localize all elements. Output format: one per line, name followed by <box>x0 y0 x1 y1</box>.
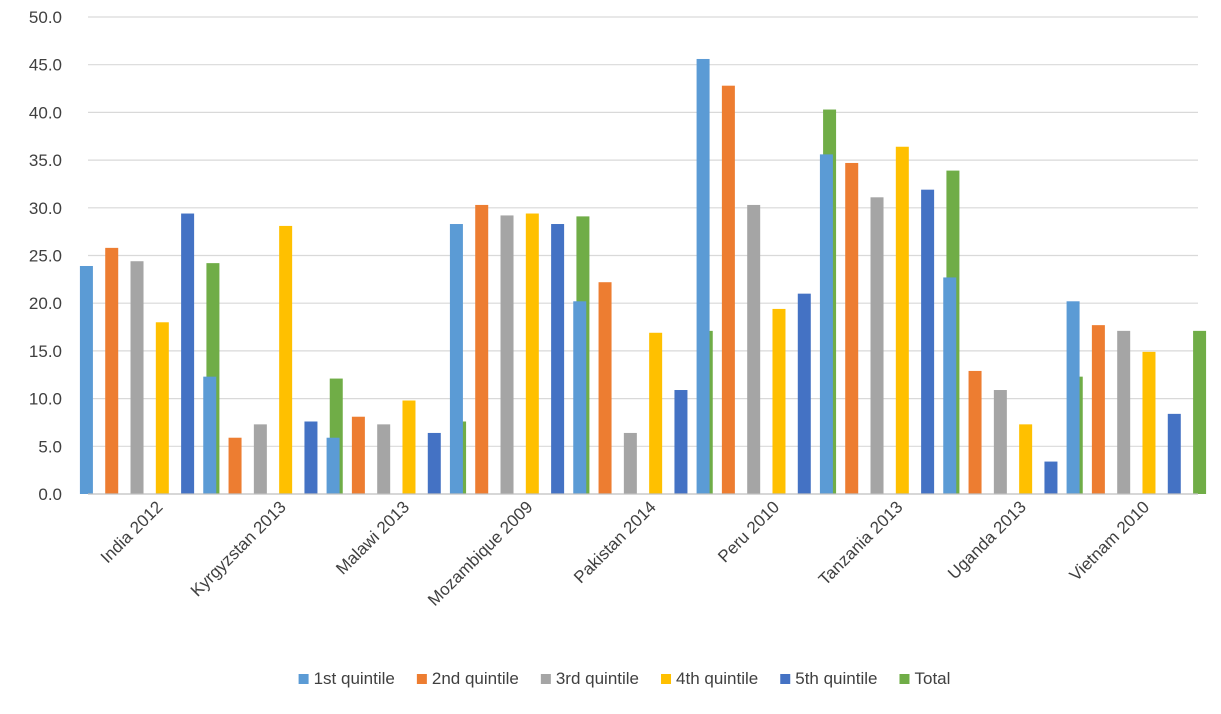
x-category-label: Peru 2010 <box>714 497 783 566</box>
bar <box>1167 413 1181 494</box>
bar <box>1044 461 1058 494</box>
bar <box>1066 301 1080 494</box>
bar <box>427 432 441 494</box>
legend-swatch <box>416 674 427 684</box>
bar <box>968 370 982 494</box>
y-axis-tick-labels: 0.0 5.0 10.0 15.0 20.0 25.0 30.0 35.0 40.0 45.0 50… <box>29 8 62 504</box>
bars <box>79 58 1207 495</box>
bar <box>921 189 935 494</box>
bar <box>105 247 119 494</box>
y-tick-label: 40.0 <box>29 103 62 122</box>
legend-item: 1st quintile <box>298 669 395 688</box>
bar <box>181 213 195 495</box>
bar <box>326 437 340 494</box>
gridlines <box>88 16 1198 447</box>
bar <box>1091 325 1105 494</box>
legend-item: 4th quintile <box>661 669 758 688</box>
y-tick-label: 45.0 <box>29 56 62 75</box>
y-tick-label: 35.0 <box>29 151 62 170</box>
legend-swatch <box>661 674 672 684</box>
bar <box>500 215 514 494</box>
legend-swatch <box>298 674 309 684</box>
bar <box>674 390 688 494</box>
legend-label: 3rd quintile <box>556 669 639 688</box>
y-tick-label: 10.0 <box>29 390 62 409</box>
bar <box>943 277 957 494</box>
legend-item: 2nd quintile <box>416 669 519 688</box>
bar <box>895 146 909 494</box>
bar <box>1142 351 1156 494</box>
bar <box>402 400 416 494</box>
bar <box>721 85 735 495</box>
bar <box>475 204 489 495</box>
y-tick-label: 15.0 <box>29 342 62 361</box>
y-tick-label: 25.0 <box>29 247 62 266</box>
bar <box>623 432 637 494</box>
legend-swatch <box>540 674 551 684</box>
bar <box>155 322 169 494</box>
bar <box>573 301 587 494</box>
bar <box>649 332 663 494</box>
legend-label: 2nd quintile <box>432 669 519 688</box>
bar <box>747 204 761 495</box>
x-category-label: Vietnam 2010 <box>1066 497 1153 584</box>
bar <box>1117 330 1131 494</box>
bar <box>1019 424 1033 494</box>
legend-label: 4th quintile <box>676 669 758 688</box>
bar <box>203 376 217 494</box>
legend-item: 3rd quintile <box>540 669 639 688</box>
bar <box>819 154 833 494</box>
legend-label: 5th quintile <box>795 669 877 688</box>
x-category-label: Uganda 2013 <box>944 497 1030 583</box>
legend-label: 1st quintile <box>314 669 395 688</box>
bar <box>228 437 242 494</box>
legend-swatch <box>899 674 910 684</box>
bar <box>351 416 365 494</box>
y-tick-label: 50.0 <box>29 8 62 27</box>
bar <box>79 265 93 494</box>
bar <box>253 424 267 494</box>
bar <box>551 224 565 494</box>
bar <box>870 197 884 494</box>
x-category-label: Malawi 2013 <box>332 497 413 578</box>
bar <box>1193 330 1207 494</box>
y-tick-label: 5.0 <box>38 437 62 456</box>
y-tick-label: 0.0 <box>38 485 62 504</box>
y-tick-label: 30.0 <box>29 199 62 218</box>
legend: 1st quintile 2nd quintile 3rd quintile 4th … <box>298 669 950 688</box>
bar <box>845 162 859 494</box>
bar <box>279 225 293 494</box>
x-category-label: Kyrgyzstan 2013 <box>187 497 290 600</box>
legend-swatch <box>780 674 791 684</box>
bar <box>130 261 144 494</box>
bar <box>772 308 786 494</box>
bar <box>797 293 811 494</box>
x-category-label: Tanzania 2013 <box>815 497 907 589</box>
bar <box>525 213 539 495</box>
x-category-label: Mozambique 2009 <box>424 497 536 609</box>
bar <box>993 390 1007 494</box>
x-category-label: Pakistan 2014 <box>570 497 660 587</box>
x-axis-category-labels: India 2012 Kyrgyzstan 2013 Malawi 2013 Moza… <box>97 497 1153 609</box>
bar <box>696 58 710 494</box>
bar <box>377 424 391 494</box>
y-tick-label: 20.0 <box>29 294 62 313</box>
x-category-label: India 2012 <box>97 497 167 567</box>
legend-label: Total <box>914 669 950 688</box>
bar <box>304 421 318 494</box>
legend-item: 5th quintile <box>780 669 877 688</box>
bar <box>449 224 463 494</box>
legend-item: Total <box>899 669 950 688</box>
bar <box>598 282 612 494</box>
